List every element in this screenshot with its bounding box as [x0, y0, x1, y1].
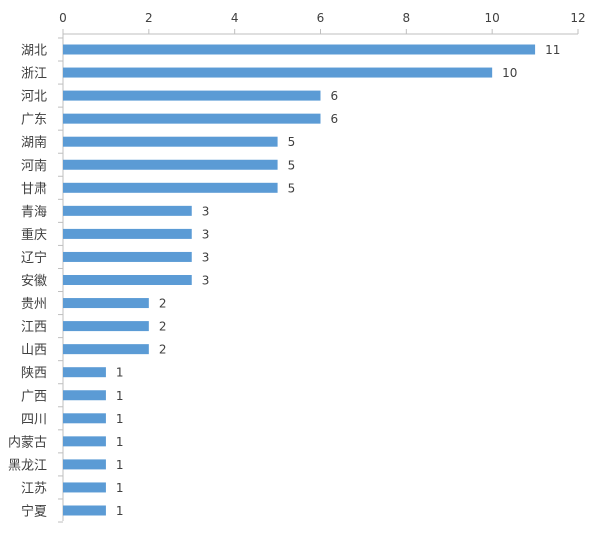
- bar: [63, 505, 106, 516]
- category-label: 陕西: [21, 366, 47, 381]
- data-label: 10: [502, 66, 517, 80]
- data-label: 1: [116, 504, 124, 518]
- category-label: 辽宁: [21, 250, 47, 266]
- bar: [63, 298, 149, 309]
- bar: [63, 321, 149, 332]
- x-tick-label: 8: [403, 11, 411, 25]
- bar: [63, 67, 493, 78]
- category-label: 贵州: [21, 297, 47, 312]
- bar: [63, 182, 278, 193]
- category-label: 湖北: [21, 44, 47, 59]
- category-label: 安徽: [21, 274, 47, 289]
- x-tick-label: 2: [145, 11, 153, 25]
- category-label: 内蒙古: [8, 434, 47, 450]
- bar: [63, 275, 192, 285]
- data-label: 11: [545, 43, 560, 57]
- data-label: 1: [116, 481, 124, 495]
- category-label: 江苏: [21, 480, 47, 496]
- bar: [63, 136, 278, 147]
- category-label: 河北: [21, 90, 47, 105]
- data-label: 5: [288, 181, 296, 195]
- data-label: 3: [202, 250, 210, 264]
- data-label: 1: [116, 412, 124, 426]
- category-label: 四川: [21, 412, 47, 427]
- category-label: 青海: [21, 205, 47, 220]
- data-label: 3: [202, 274, 210, 288]
- bar: [63, 251, 192, 262]
- category-label: 宁夏: [21, 504, 47, 520]
- data-label: 1: [116, 458, 124, 472]
- category-label: 甘肃: [21, 182, 47, 197]
- x-tick-label: 12: [570, 11, 585, 25]
- chart-axes: 0 2 4 6 8 10 12: [58, 11, 586, 523]
- data-label: 1: [116, 389, 124, 403]
- data-label: 3: [202, 227, 210, 241]
- bar: [63, 44, 536, 55]
- bar: [63, 482, 106, 493]
- x-tick-label: 6: [317, 11, 325, 25]
- bar: [63, 367, 106, 378]
- bar: [63, 390, 106, 401]
- category-label: 河南: [21, 158, 47, 174]
- data-label: 5: [288, 158, 296, 172]
- category-label: 广西: [21, 389, 47, 404]
- data-label: 1: [116, 366, 124, 380]
- data-label: 1: [116, 435, 124, 449]
- category-label: 浙江: [21, 67, 47, 82]
- category-label: 广东: [21, 113, 47, 128]
- bar: [63, 228, 192, 239]
- category-label: 湖南: [21, 135, 47, 151]
- x-tick-label: 0: [59, 11, 67, 25]
- category-label: 山西: [21, 343, 47, 358]
- category-label: 江西: [21, 320, 47, 335]
- data-label: 2: [159, 297, 167, 311]
- data-label: 2: [159, 343, 167, 357]
- x-tick-label: 10: [485, 11, 500, 25]
- data-label: 6: [331, 89, 339, 103]
- data-label: 6: [331, 112, 339, 126]
- bar: [63, 344, 149, 355]
- category-label: 黑龙江: [8, 458, 47, 473]
- data-label: 5: [288, 135, 296, 149]
- bar: [63, 113, 321, 124]
- bar: [63, 459, 106, 470]
- data-label: 3: [202, 204, 210, 218]
- data-label: 2: [159, 320, 167, 334]
- bar: [63, 159, 278, 170]
- bar: [63, 413, 106, 424]
- category-label: 重庆: [21, 227, 47, 243]
- bar: [63, 90, 321, 101]
- bar: [63, 205, 192, 216]
- bar: [63, 436, 106, 447]
- x-tick-label: 4: [231, 11, 239, 25]
